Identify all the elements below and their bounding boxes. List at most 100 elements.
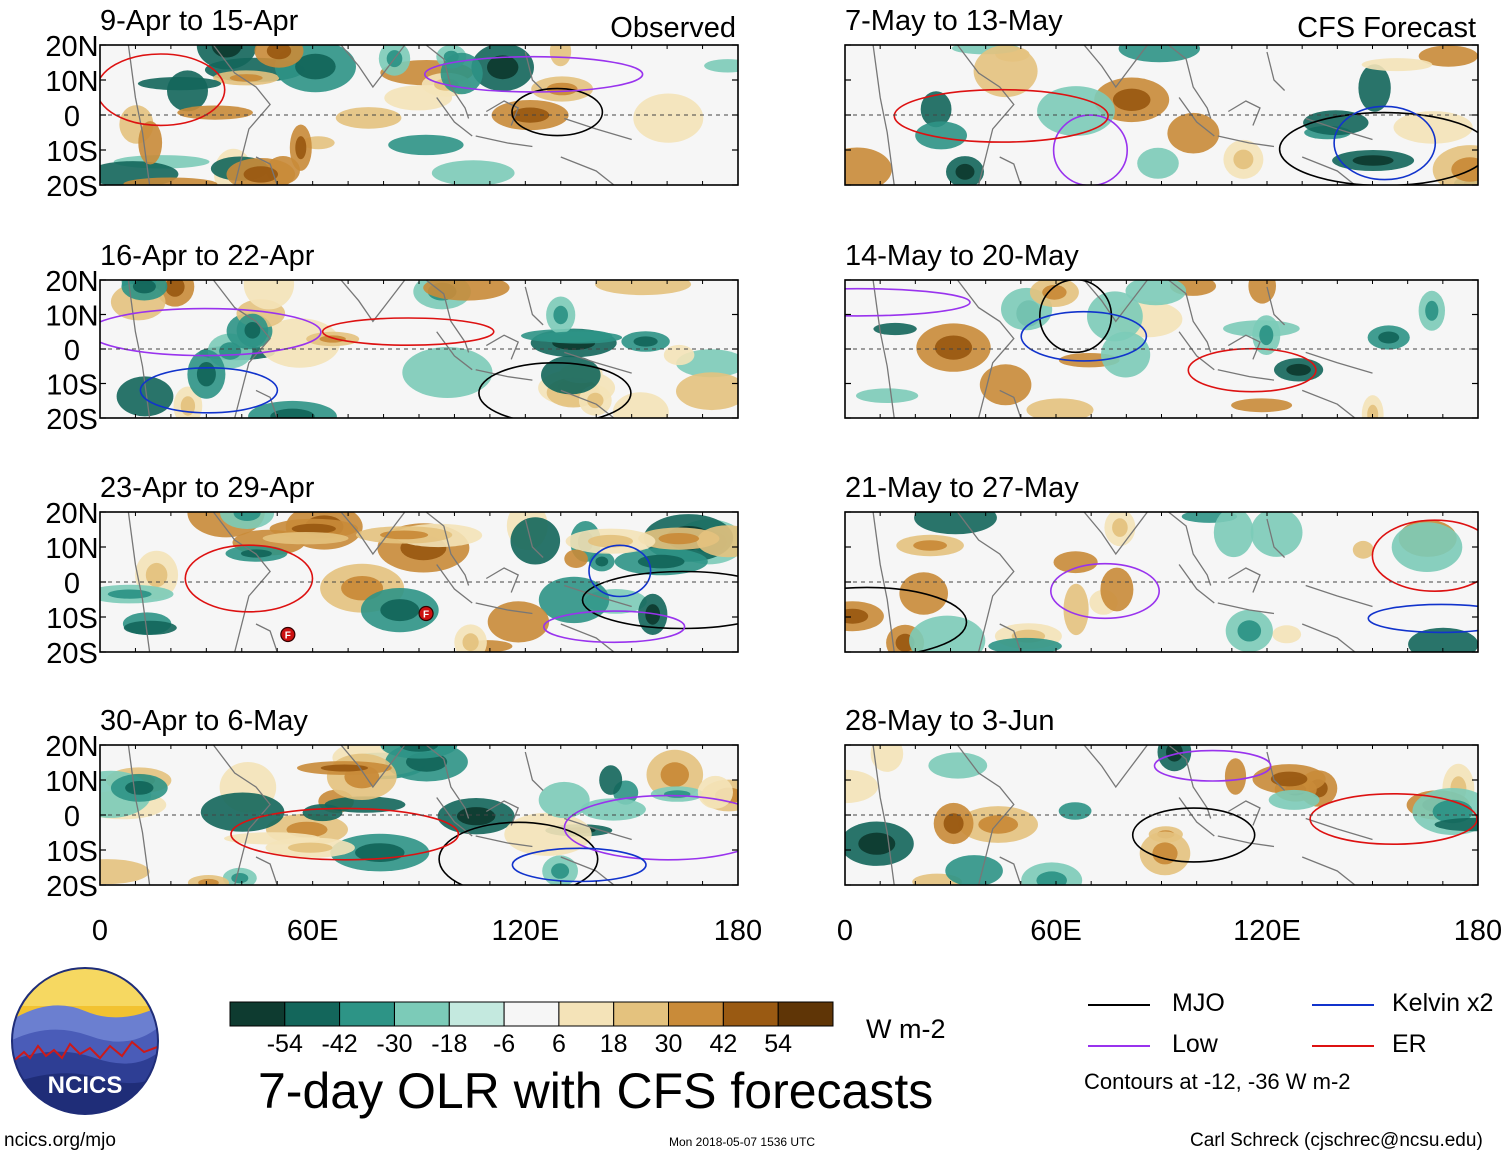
lat-tick-label: 10S: [46, 836, 98, 868]
footer-timestamp: Mon 2018-05-07 1536 UTC: [669, 1135, 816, 1149]
coastline: [1301, 389, 1356, 418]
colorbar-label: 42: [709, 1030, 737, 1058]
coastline: [1083, 280, 1148, 323]
contour-mjo: [511, 87, 604, 137]
lon-tick-label: 60E: [1030, 915, 1082, 947]
colorbar-swatch: [722, 1001, 779, 1027]
legend-label-low: Low: [1172, 1030, 1218, 1058]
coastline: [340, 745, 406, 789]
coastline: [1217, 602, 1275, 615]
anomaly-blob: [138, 121, 163, 165]
lat-tick-label: 0: [64, 568, 80, 600]
contour-kelvin: [1333, 105, 1437, 181]
contour-mjo: [845, 586, 968, 652]
colorbar-label: -30: [376, 1030, 412, 1058]
coastline: [475, 369, 533, 381]
contour-kelvin: [588, 544, 652, 598]
colorbar-label: 30: [655, 1030, 683, 1058]
anomaly-blob: [200, 792, 285, 832]
anomaly-blob: [845, 769, 879, 804]
contour-low: [424, 55, 644, 93]
anomaly-core: [198, 878, 219, 885]
panel-period: 30-Apr to 6-May: [100, 705, 308, 737]
coastline: [485, 800, 520, 826]
coastline: [524, 51, 544, 91]
coastline: [1083, 512, 1148, 556]
coastline: [255, 856, 278, 885]
coastline: [485, 334, 520, 360]
colorbar-label: -18: [431, 1030, 467, 1058]
colorbar-swatch: [558, 1001, 615, 1027]
anomaly-blob: [873, 322, 917, 336]
anomaly-core: [1378, 331, 1400, 344]
logo-text: NCICS: [48, 1072, 123, 1099]
coastline: [1083, 745, 1148, 789]
anomaly-blob: [599, 765, 623, 795]
anomaly-core: [107, 589, 152, 599]
anomaly-core: [287, 842, 333, 853]
anomaly-blob: [1268, 789, 1320, 810]
lat-tick-label: 10S: [46, 603, 98, 635]
anomaly-blob: [549, 45, 572, 67]
anomaly-core: [978, 815, 1019, 834]
anomaly-core: [551, 863, 570, 879]
panel-fc-2: 14-May to 20-May: [844, 240, 1479, 419]
anomaly-blob: [1358, 64, 1391, 112]
contour-er: [100, 53, 226, 127]
storm-marker-label: F: [423, 610, 429, 621]
anomaly-core: [633, 336, 658, 347]
coastline: [564, 351, 632, 374]
anomaly-blob: [177, 105, 253, 120]
anomaly-blob: [123, 620, 177, 635]
anomaly-core: [587, 392, 604, 409]
lat-tick-label: 10N: [45, 766, 98, 798]
contour-er: [184, 544, 314, 613]
anomaly-core: [380, 599, 420, 622]
anomaly-blob: [915, 121, 967, 150]
anomaly-core: [145, 562, 168, 588]
anomaly-core: [943, 813, 964, 834]
anomaly-blob: [676, 372, 738, 411]
contour-low: [1050, 562, 1161, 620]
units-label: W m-2: [866, 1014, 946, 1044]
lon-tick-label: 0: [837, 915, 853, 947]
anomaly-core: [1259, 325, 1274, 346]
coastline: [1227, 334, 1261, 360]
coastline: [475, 602, 533, 615]
anomaly-core: [291, 523, 336, 534]
anomaly-blob: [1125, 280, 1187, 306]
coastline: [564, 584, 632, 608]
coastline: [1227, 100, 1261, 126]
anomaly-blob: [1231, 398, 1293, 413]
anomaly-core: [553, 305, 568, 325]
anomaly-core: [233, 512, 261, 521]
coastline: [560, 156, 615, 185]
lat-tick-label: 10N: [45, 66, 98, 98]
coastline: [255, 156, 278, 185]
anomaly-blob: [1248, 280, 1276, 304]
panel-period: 21-May to 27-May: [845, 472, 1079, 504]
coastline: [127, 280, 151, 418]
coastline: [1266, 51, 1286, 91]
anomaly-core: [231, 873, 249, 884]
colorbar-swatch: [448, 1001, 505, 1027]
coastline: [1083, 45, 1148, 89]
anomaly-core: [1112, 88, 1151, 112]
anomaly-blob: [909, 615, 986, 652]
coastline: [956, 745, 1015, 885]
coastline: [340, 280, 406, 323]
anomaly-core: [229, 74, 263, 82]
contour-kelvin: [511, 847, 647, 883]
coastline: [1168, 280, 1212, 353]
footer-url[interactable]: ncics.org/mjo: [4, 1130, 116, 1151]
anomaly-core: [1042, 284, 1067, 300]
coastline: [956, 45, 1015, 185]
anomaly-blob: [1272, 625, 1302, 644]
colorbar-swatch: [339, 1001, 395, 1027]
contour-low: [542, 610, 686, 644]
anomaly-core: [1166, 745, 1183, 762]
anomaly-blob: [633, 93, 704, 143]
